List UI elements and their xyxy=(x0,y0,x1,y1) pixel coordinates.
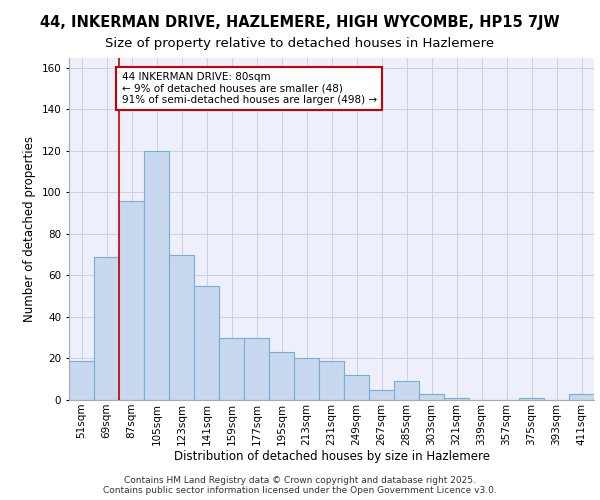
Text: Contains HM Land Registry data © Crown copyright and database right 2025.
Contai: Contains HM Land Registry data © Crown c… xyxy=(103,476,497,495)
Text: 44 INKERMAN DRIVE: 80sqm
← 9% of detached houses are smaller (48)
91% of semi-de: 44 INKERMAN DRIVE: 80sqm ← 9% of detache… xyxy=(121,72,377,105)
Bar xyxy=(419,394,444,400)
Bar xyxy=(169,254,194,400)
Bar xyxy=(294,358,319,400)
Bar xyxy=(369,390,394,400)
Bar xyxy=(394,382,419,400)
Bar xyxy=(444,398,469,400)
Bar xyxy=(319,360,344,400)
Text: Size of property relative to detached houses in Hazlemere: Size of property relative to detached ho… xyxy=(106,38,494,51)
Bar xyxy=(269,352,294,400)
Bar xyxy=(569,394,594,400)
Bar xyxy=(244,338,269,400)
X-axis label: Distribution of detached houses by size in Hazlemere: Distribution of detached houses by size … xyxy=(173,450,490,464)
Bar xyxy=(94,257,119,400)
Bar xyxy=(219,338,244,400)
Bar xyxy=(344,375,369,400)
Bar xyxy=(119,200,144,400)
Y-axis label: Number of detached properties: Number of detached properties xyxy=(23,136,36,322)
Bar xyxy=(194,286,219,400)
Bar xyxy=(69,360,94,400)
Bar xyxy=(519,398,544,400)
Bar xyxy=(144,151,169,400)
Text: 44, INKERMAN DRIVE, HAZLEMERE, HIGH WYCOMBE, HP15 7JW: 44, INKERMAN DRIVE, HAZLEMERE, HIGH WYCO… xyxy=(40,15,560,30)
